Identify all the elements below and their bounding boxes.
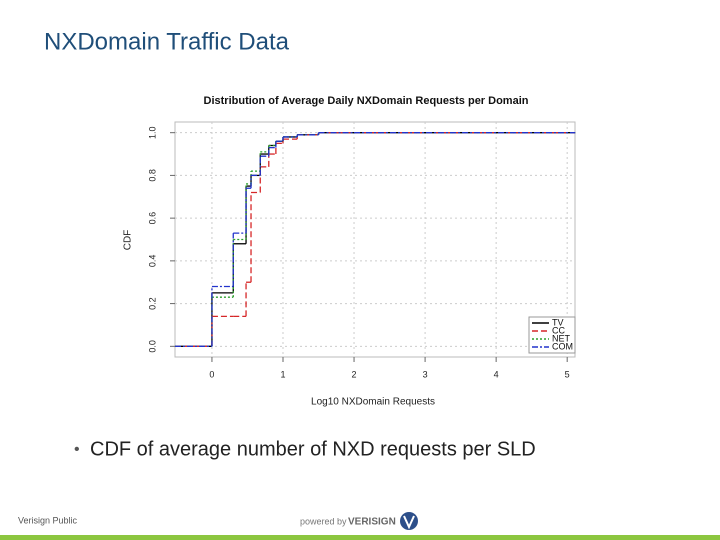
y-tick-label: 0.6 (147, 212, 157, 225)
y-tick-label: 0.4 (147, 255, 157, 268)
footer-label: Verisign Public (18, 515, 78, 525)
slide-title: NXDomain Traffic Data (44, 28, 290, 55)
y-tick-label: 1.0 (147, 126, 157, 139)
chart-title: Distribution of Average Daily NXDomain R… (204, 95, 529, 107)
legend-label: CC (552, 325, 565, 335)
footer-powered: powered by (300, 516, 347, 526)
footer-brand: VERISIGN (348, 517, 396, 528)
legend-label: TV (552, 317, 564, 327)
x-tick-label: 1 (280, 369, 285, 379)
x-axis-label: Log10 NXDomain Requests (311, 397, 435, 408)
y-tick-label: 0.2 (147, 297, 157, 310)
x-tick-label: 0 (209, 369, 214, 379)
x-tick-label: 4 (494, 369, 499, 379)
x-tick-label: 5 (565, 369, 570, 379)
x-tick-label: 2 (352, 369, 357, 379)
y-tick-label: 0.8 (147, 169, 157, 182)
footer-bar (0, 535, 720, 540)
bullet-text: CDF of average number of NXD requests pe… (90, 438, 536, 460)
y-axis-label: CDF (123, 230, 134, 251)
legend-label: COM (552, 341, 573, 351)
logo-mark (403, 515, 415, 530)
plot-frame (174, 121, 576, 358)
y-tick-label: 0.0 (147, 340, 157, 353)
bullet-marker: • (74, 441, 80, 458)
x-tick-label: 3 (423, 369, 428, 379)
legend-label: NET (552, 333, 571, 343)
